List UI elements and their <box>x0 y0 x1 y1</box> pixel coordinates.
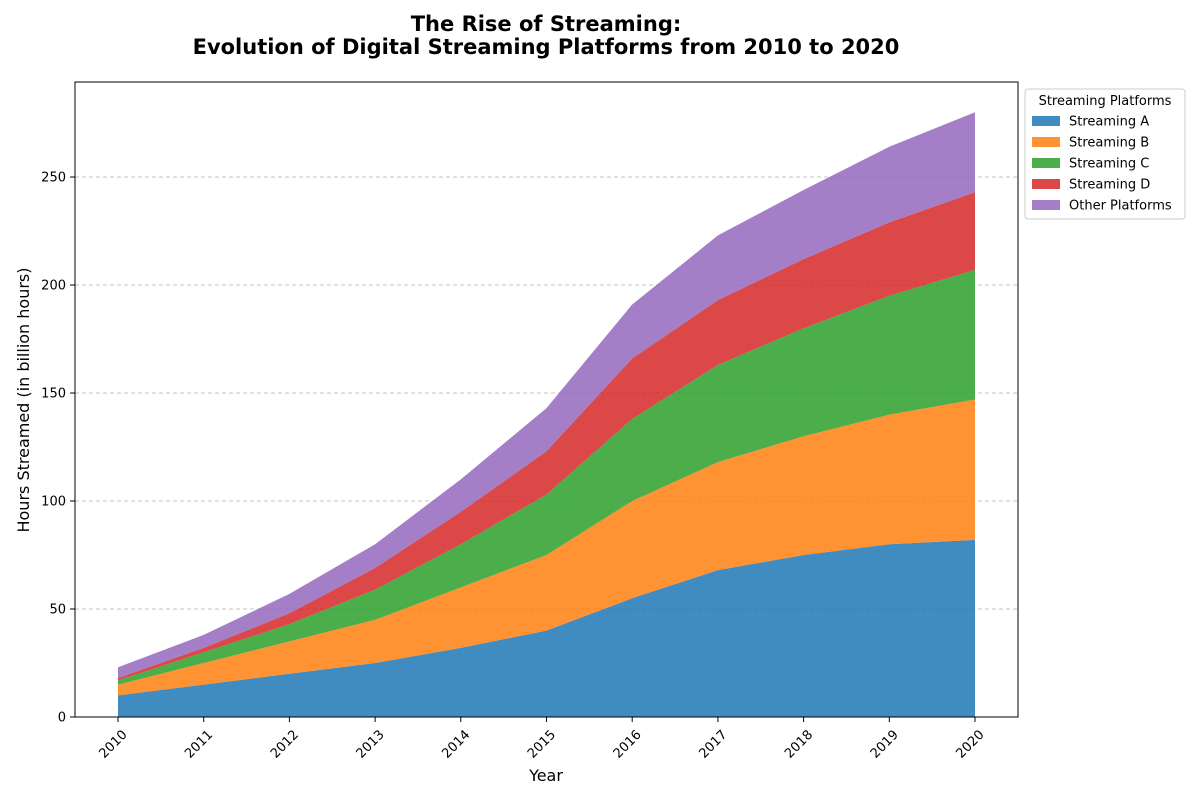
y-tick-label-50: 50 <box>49 603 66 618</box>
x-tick-label-2019: 2019 <box>868 728 902 762</box>
legend-label-streaming-d: Streaming D <box>1069 178 1150 193</box>
area-other-platforms <box>118 112 975 679</box>
y-tick-label-200: 200 <box>41 279 66 294</box>
chart-title-line-1: The Rise of Streaming: <box>411 12 682 36</box>
y-tick-label-100: 100 <box>41 495 66 510</box>
y-axis-label: Hours Streamed (in billion hours) <box>14 267 33 532</box>
x-tick-label-2017: 2017 <box>696 728 730 762</box>
stacked-areas <box>118 112 975 717</box>
x-tick-label-2020: 2020 <box>954 728 988 762</box>
x-tick-label-2012: 2012 <box>268 728 302 762</box>
x-tick-label-2015: 2015 <box>525 728 559 762</box>
x-tick-label-2013: 2013 <box>354 728 388 762</box>
x-tick-label-2010: 2010 <box>97 728 131 762</box>
legend-swatch-streaming-c <box>1032 158 1060 168</box>
legend-swatch-other-platforms <box>1032 200 1060 210</box>
x-tick-label-2018: 2018 <box>782 728 816 762</box>
y-tick-label-250: 250 <box>41 171 66 186</box>
area-streaming-a <box>118 539 975 717</box>
y-tick-label-0: 0 <box>58 711 66 726</box>
y-tick-label-150: 150 <box>41 387 66 402</box>
x-tick-label-2011: 2011 <box>182 728 216 762</box>
legend-label-streaming-b: Streaming B <box>1069 136 1149 151</box>
legend-title: Streaming Platforms <box>1039 94 1172 109</box>
x-tick-label-2014: 2014 <box>439 728 473 762</box>
legend-swatch-streaming-a <box>1032 116 1060 126</box>
legend-label-streaming-a: Streaming A <box>1069 115 1149 130</box>
area-streaming-b <box>118 399 975 696</box>
legend-swatch-streaming-b <box>1032 137 1060 147</box>
area-streaming-d <box>118 192 975 681</box>
area-streaming-c <box>118 269 975 685</box>
y-axis-ticks: 0 50 100 150 200 250 <box>41 171 75 726</box>
legend-items: Streaming A Streaming B Streaming C Streami… <box>1032 115 1172 214</box>
legend-label-streaming-c: Streaming C <box>1069 157 1149 172</box>
legend: Streaming Platforms Streaming AStreaming… <box>1024 88 1186 220</box>
x-axis-ticks: 2010 2011 2012 2013 2014 2015 2016 2017 2018 2019… <box>97 717 988 762</box>
x-tick-label-2016: 2016 <box>611 728 645 762</box>
legend-swatch-streaming-d <box>1032 179 1060 189</box>
legend-frame <box>1024 88 1186 220</box>
x-axis-label: Year <box>528 766 563 785</box>
legend-label-other-platforms: Other Platforms <box>1069 199 1172 214</box>
chart-title-line-2: Evolution of Digital Streaming Platforms… <box>193 35 900 59</box>
